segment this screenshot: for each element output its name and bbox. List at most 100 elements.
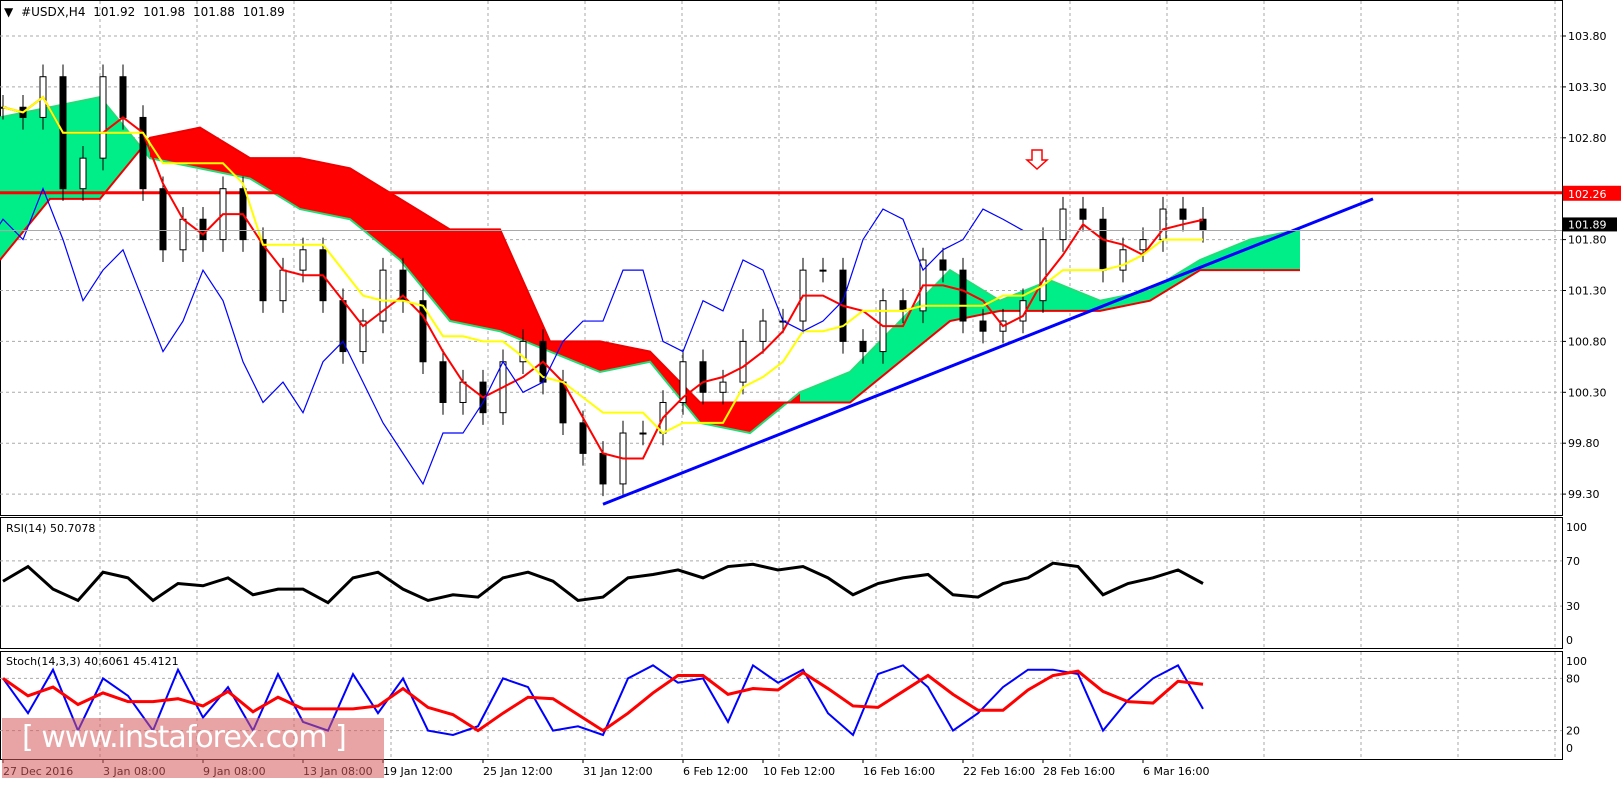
symbol-label: #USDX,H4 — [21, 5, 86, 19]
ichimoku-cloud-segment — [1100, 290, 1150, 311]
candle-body — [139, 116, 147, 190]
y-tick-label: 100.30 — [1568, 386, 1607, 399]
ichimoku-cloud-segment — [450, 229, 500, 332]
stoch-tick-label: 0 — [1566, 742, 1573, 755]
stoch-main-line — [2, 663, 1204, 737]
down-arrow-icon — [1025, 149, 1049, 171]
ichimoku-cloud-segment — [1150, 259, 1200, 301]
x-tick-label: 28 Feb 16:00 — [1043, 765, 1115, 778]
stoch-tick-label: 100 — [1566, 655, 1587, 668]
candle-body — [299, 249, 307, 271]
rsi-line — [2, 561, 1204, 605]
candle-body — [819, 269, 827, 272]
kijun-sen-line — [2, 95, 1203, 435]
y-tick-label: 101.80 — [1568, 234, 1607, 247]
stoch-tick-label: 80 — [1566, 672, 1580, 685]
candle-body — [439, 361, 447, 403]
x-tick-label: 6 Feb 12:00 — [683, 765, 748, 778]
rsi-tick-label: 0 — [1566, 634, 1573, 647]
x-tick-label: 19 Jan 12:00 — [383, 765, 453, 778]
candle-body — [1139, 239, 1147, 251]
ichimoku-cloud-segment — [650, 351, 700, 423]
candle-body — [759, 320, 767, 342]
ichimoku-cloud-segment — [350, 168, 400, 260]
candle-body — [259, 239, 267, 302]
current-price-label: 101.89 — [1568, 218, 1607, 231]
resistance-price-label: 102.26 — [1568, 188, 1607, 201]
candle-body — [1079, 208, 1087, 220]
candle-body — [959, 269, 967, 322]
high-value: 101.98 — [143, 5, 186, 19]
ichimoku-cloud-segment — [50, 97, 100, 199]
stoch-panel-frame — [0, 651, 1563, 760]
collapse-triangle-icon[interactable]: ▼ — [4, 5, 14, 19]
y-tick-label: 103.30 — [1568, 81, 1607, 94]
candle-body — [1039, 239, 1047, 302]
candle-body — [859, 340, 867, 353]
rsi-tick-label: 30 — [1566, 600, 1580, 613]
support-trendline — [602, 197, 1374, 506]
candle-body — [159, 188, 167, 251]
candle-body — [1099, 218, 1107, 271]
senkou-span-a-line — [0, 95, 1301, 435]
y-tick-label: 99.30 — [1568, 488, 1600, 501]
ichimoku-cloud-segment — [0, 107, 50, 260]
y-tick-label: 101.30 — [1568, 285, 1607, 298]
stoch-label: Stoch(14,3,3) 40.6061 45.4121 — [6, 655, 179, 668]
candle-body — [99, 76, 107, 159]
stoch-tick-label: 20 — [1566, 725, 1580, 738]
candle-body — [939, 259, 947, 271]
chikou-span-line — [0, 187, 1024, 486]
rsi-tick-label: 100 — [1566, 521, 1587, 534]
candle-body — [1159, 208, 1167, 241]
watermark: [ www.instaforex.com ] — [2, 718, 384, 778]
low-value: 101.88 — [192, 5, 235, 19]
rsi-panel-frame — [0, 517, 1563, 649]
senkou-span-b-line — [0, 126, 1300, 404]
ichimoku-cloud-segment — [800, 371, 850, 403]
resistance-price-tag — [1563, 185, 1621, 201]
candle-body — [979, 320, 987, 332]
x-tick-label: 31 Jan 12:00 — [583, 765, 653, 778]
tenkan-sen-line — [2, 95, 1204, 460]
stoch-signal-line — [2, 669, 1204, 733]
chart-header: ▼ #USDX,H4 101.92 101.98 101.88 101.89 — [4, 5, 289, 19]
ichimoku-cloud-segment — [150, 127, 200, 169]
candle-body — [599, 452, 607, 485]
current-price-tag — [1563, 217, 1617, 232]
ichimoku-cloud-segment — [200, 127, 250, 179]
x-tick-label: 25 Jan 12:00 — [483, 765, 553, 778]
ichimoku-cloud-segment — [100, 97, 150, 199]
x-tick-label: 6 Mar 16:00 — [1143, 765, 1209, 778]
candle-body — [419, 300, 427, 363]
close-value: 101.89 — [242, 5, 285, 19]
candle-body — [119, 76, 127, 118]
candle-body — [459, 381, 467, 403]
ichimoku-cloud-segment — [550, 341, 600, 372]
candle-body — [639, 432, 647, 435]
candle-body — [1179, 208, 1187, 220]
candle-body — [699, 361, 707, 393]
candle-body — [359, 320, 367, 353]
candle-body — [79, 157, 87, 190]
candle-body — [179, 218, 187, 251]
candle-body — [279, 269, 287, 302]
candle-body — [579, 422, 587, 454]
ichimoku-cloud-segment — [900, 270, 950, 362]
candle-body — [739, 340, 747, 383]
candle-body — [1059, 208, 1067, 241]
y-tick-label: 103.80 — [1568, 30, 1607, 43]
main-panel-frame — [0, 0, 1563, 516]
x-tick-label: 10 Feb 12:00 — [763, 765, 835, 778]
ichimoku-cloud-segment — [850, 321, 900, 403]
ichimoku-cloud-segment — [400, 198, 450, 322]
x-tick-label: 22 Feb 16:00 — [963, 765, 1035, 778]
candle-body — [1119, 249, 1127, 271]
ichimoku-cloud-segment — [250, 158, 300, 210]
ichimoku-cloud-segment — [500, 229, 550, 352]
y-tick-label: 99.80 — [1568, 437, 1600, 450]
y-tick-label: 102.80 — [1568, 132, 1607, 145]
candle-body — [519, 340, 527, 363]
